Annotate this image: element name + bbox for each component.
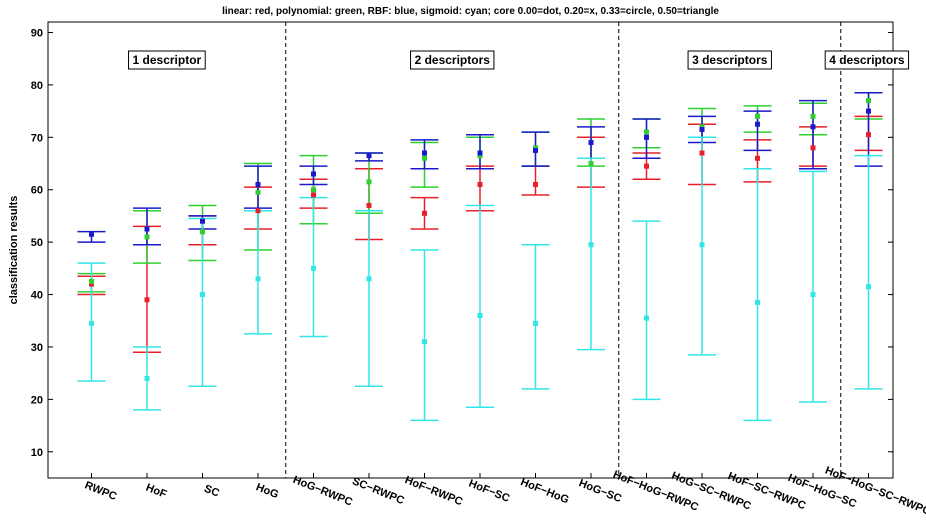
rbf-point [422,150,427,156]
y-tick-label: 80 [31,80,43,92]
polynomial-point [755,113,760,119]
rbf-point [866,108,871,114]
x-tick-label: SC−RWPC [350,475,406,507]
sigmoid-point [810,292,816,298]
y-tick-label: 40 [31,290,43,302]
rbf-point [810,124,816,130]
rbf-point [755,121,760,127]
x-tick-label: HoF−SC [467,478,511,505]
linear-point [644,163,649,169]
x-tick-label: HoG−RWPC [291,474,354,509]
rbf-point [144,226,150,232]
sigmoid-point [644,315,649,321]
y-axis-label: classification results [8,196,20,305]
linear-point [366,202,372,208]
rbf-point [255,181,261,187]
y-tick-label: 70 [31,132,43,144]
rbf-point [699,126,705,132]
linear-point [866,132,871,138]
linear-point [311,192,316,198]
x-tick-label: HoG [254,481,280,501]
polynomial-point [866,98,871,104]
linear-point [477,181,483,187]
group-label-box [824,50,910,70]
y-tick-label: 30 [31,342,43,354]
sigmoid-point [89,320,94,326]
sigmoid-point [144,375,150,381]
sigmoid-point [533,320,538,326]
sigmoid-point [200,292,205,298]
y-tick-label: 20 [31,394,43,406]
sigmoid-point [366,276,372,282]
polynomial-point [311,187,316,193]
polynomial-point [200,229,205,235]
y-tick-label: 10 [31,447,43,459]
polynomial-point [477,153,483,159]
x-tick-label: HoF [144,482,169,501]
rbf-point [311,171,316,177]
y-tick-label: 60 [31,185,43,197]
rbf-point [366,153,372,159]
polynomial-point [89,278,94,284]
linear-point [144,297,150,303]
linear-point [755,155,760,161]
x-tick-label: RWPC [83,479,119,503]
linear-point [89,281,94,287]
group-label: 4 descriptors [829,53,905,67]
sigmoid-point [311,265,316,271]
sigmoid-point [422,339,427,345]
group-label-box [128,50,206,70]
plot-area: 10 20 30 40 50 60 70 80 90 RWPC HoF SC HoG HoG−RWPCSC… [31,21,926,518]
linear-point [533,181,538,187]
sigmoid-point [588,242,594,248]
sigmoid-point [255,276,261,282]
x-tick-label: HoF−HoG [519,476,571,506]
axes-box [47,21,894,479]
sigmoid-point [755,299,760,305]
group-label: 2 descriptors [415,53,491,67]
group-label-box [687,50,772,70]
rbf-point [588,140,594,146]
polynomial-point [255,189,261,195]
sigmoid-point [477,313,483,319]
chart-title: linear: red, polynomial: green, RBF: blu… [222,6,719,17]
polynomial-point [533,145,538,151]
y-tick-label: 90 [31,27,43,39]
group-label: 1 descriptor [133,53,202,67]
sigmoid-point [866,284,871,290]
linear-point [699,150,705,156]
polynomial-point [699,124,705,130]
polynomial-point [810,113,816,119]
group-label-box [410,50,495,70]
rbf-point [644,134,649,140]
polynomial-point [422,155,427,161]
rbf-point [533,147,538,153]
polynomial-point [144,234,150,240]
polynomial-point [644,129,649,135]
rbf-point [89,231,94,237]
linear-point [422,210,427,216]
rbf-point [200,218,205,224]
linear-point [810,145,816,151]
polynomial-point [366,179,372,185]
polynomial-point [588,161,594,167]
y-tick-label: 50 [31,237,43,249]
linear-point [255,208,261,214]
group-label: 3 descriptors [692,53,768,67]
sigmoid-point [699,242,705,248]
x-tick-label: HoF−RWPC [403,474,464,508]
x-tick-label: SC [202,483,221,500]
rbf-point [477,150,483,156]
